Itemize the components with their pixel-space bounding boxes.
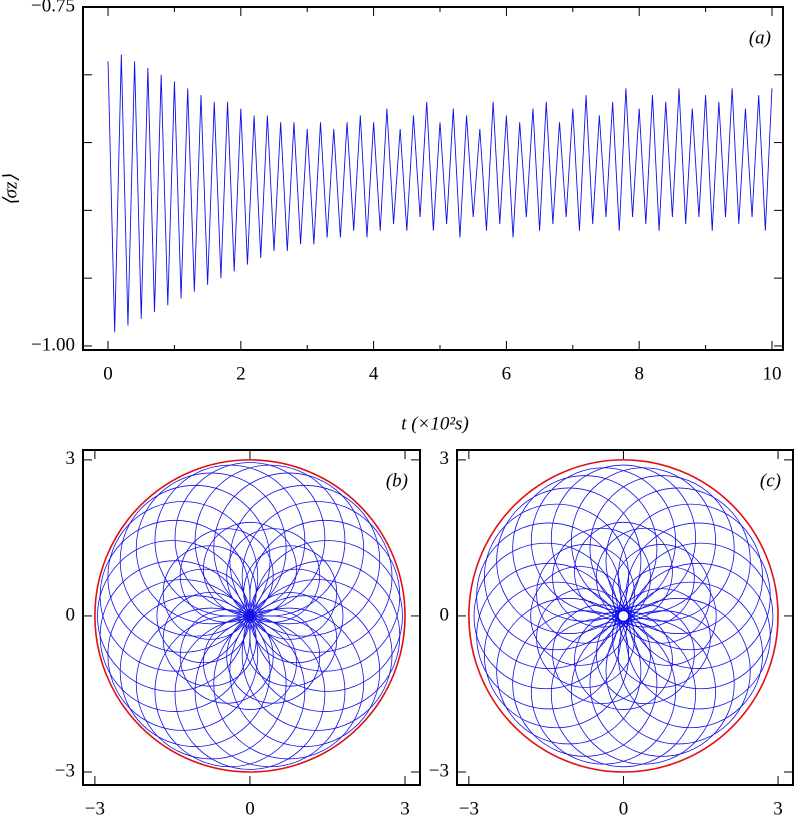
panel-label: (c) [760,470,781,491]
plot-frame [456,449,794,786]
plot-frame [82,6,784,351]
x-tick-label: 0 [619,798,629,819]
trajectory-loop [483,503,630,651]
trajectory-loop [119,484,271,637]
x-tick-label: 3 [400,798,410,819]
y-tick-label: 0 [66,604,76,625]
panel-label: (b) [386,470,408,491]
y-tick-label: −3 [429,760,449,781]
trajectory-loop [570,618,716,765]
trajectory-loop [226,609,321,704]
x-tick-label: 6 [502,363,512,384]
trajectory-loop [119,595,271,747]
trajectory-loop [625,562,771,710]
x-tick-label: 3 [773,798,783,819]
signal-line [107,54,773,333]
y-axis-label: ⟨σz⟩ [0,174,21,206]
y-tick-label: 3 [440,448,450,469]
trajectory-loop [107,579,259,731]
y-tick-label: −1.00 [31,334,75,355]
trajectory-loop [536,544,635,644]
y-tick-label: 3 [66,448,76,469]
trajectory-loop [574,610,673,710]
trajectory-loop [552,604,651,705]
y-tick-label: 0 [440,604,450,625]
y-tick-label: −0.75 [31,0,75,16]
trajectory-loop [617,566,717,666]
trajectory-loop [241,501,393,653]
x-tick-label: 2 [236,363,246,384]
x-tick-label: −3 [459,798,479,819]
trajectory-loop [612,544,711,644]
trajectory-loop [229,595,381,747]
x-tick-label: 4 [369,363,379,384]
trajectory-loop [530,566,630,666]
trajectory-loop [595,604,695,705]
panel-label: (a) [749,27,771,48]
x-tick-label: 0 [103,363,113,384]
boundary-circle [94,459,406,773]
trajectory-loop [512,610,658,757]
trajectory-loop [213,607,365,760]
trajectory-loop [496,597,642,745]
trajectory-loop [617,581,763,729]
trajectory-loop [241,579,393,731]
trajectory-loop [536,588,635,688]
trajectory-loop [595,527,695,628]
x-axis-label: t (×10²s) [401,413,469,434]
plot-frame [82,449,421,786]
x-tick-label: 0 [245,798,255,819]
x-tick-label: −3 [85,798,105,819]
trajectory-loop [229,484,381,637]
trajectory-loop [496,487,642,634]
trajectory-loop [605,597,751,745]
trajectory-loop [612,588,711,688]
x-tick-label: 8 [634,363,644,384]
x-tick-label: 10 [762,363,781,384]
trajectory-loop [135,472,287,625]
trajectory-loop [574,521,673,622]
trajectory-loop [552,527,651,628]
trajectory-loop [605,487,751,634]
trajectory-loop [243,592,338,687]
y-tick-label: −3 [55,760,75,781]
boundary-circle [468,459,779,773]
trajectory-loop [589,610,735,757]
